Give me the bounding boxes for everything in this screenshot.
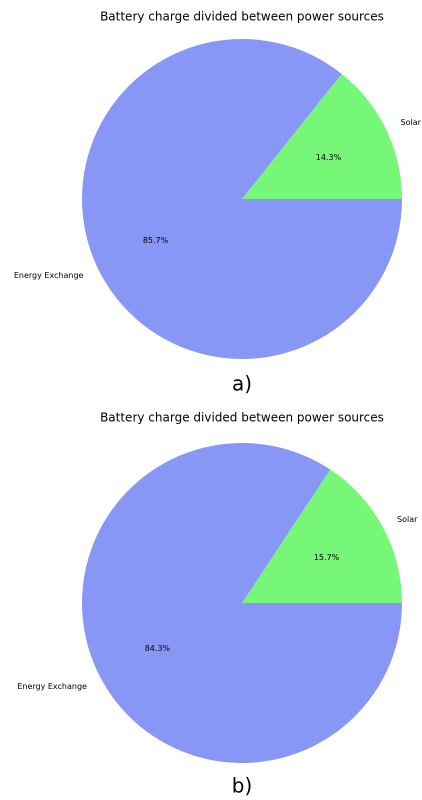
chart-title: Battery charge divided between power sou…: [100, 10, 384, 24]
pie-slice: [242, 469, 402, 603]
value-label: 15.7%: [314, 553, 340, 562]
pie-slice: [242, 73, 402, 199]
value-label: 84.3%: [145, 644, 171, 653]
value-label: 85.7%: [143, 236, 169, 245]
value-label: 14.3%: [316, 153, 342, 162]
chart-title: Battery charge divided between power sou…: [100, 411, 384, 425]
slice-label: Energy Exchange: [14, 271, 84, 280]
pie-slice: [82, 443, 403, 763]
slice-label: Solar: [397, 515, 418, 524]
slice-label: Energy Exchange: [17, 682, 87, 691]
slice-label: Solar: [401, 118, 422, 127]
caption: a): [232, 372, 252, 396]
caption: b): [232, 774, 253, 798]
pie-slice: [82, 38, 403, 359]
